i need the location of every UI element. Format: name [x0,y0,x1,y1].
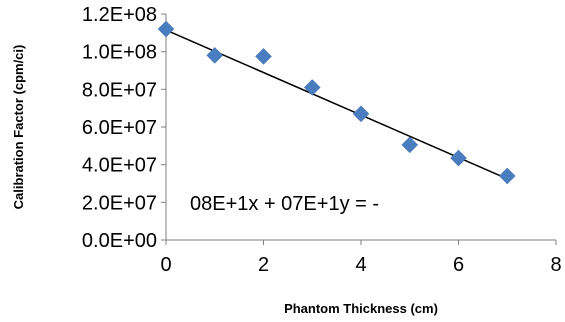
x-tick-label: 6 [453,254,464,276]
y-tick-label: 0.0E+00 [82,230,157,252]
data-point [206,47,224,64]
data-points [157,20,516,185]
data-point [498,167,516,185]
y-tick-label: 8.0E+07 [82,79,157,101]
x-tick-label: 0 [160,254,171,276]
data-point [352,105,370,123]
y-tick-label: 1.2E+08 [82,4,157,26]
y-axis-ticks: 0.0E+00 2.0E+07 4.0E+07 6.0E+07 8.0E+07 1.0E+… [82,4,166,252]
data-point [303,79,321,96]
x-axis-title: Phantom Thickness (cm) [284,301,438,316]
linear-trendline [165,29,508,180]
trendline [165,29,508,180]
data-point [401,136,419,154]
x-tick-label: 4 [355,254,366,276]
data-point [255,48,272,65]
y-tick-label: 4.0E+07 [82,155,157,177]
x-tick-label: 8 [550,254,561,276]
y-axis-title: Calibration Factor (cpm/ci) [11,45,26,210]
x-axis-ticks: 0 2 4 6 8 [160,240,562,276]
data-point [450,149,467,167]
equation-annotation: 08E+1x + 07E+1y = - [190,193,379,215]
y-tick-label: 2.0E+07 [82,192,157,214]
y-tick-label: 6.0E+07 [82,117,157,139]
x-tick-label: 2 [258,254,269,276]
y-tick-label: 1.0E+08 [82,42,157,64]
data-point [157,20,175,38]
